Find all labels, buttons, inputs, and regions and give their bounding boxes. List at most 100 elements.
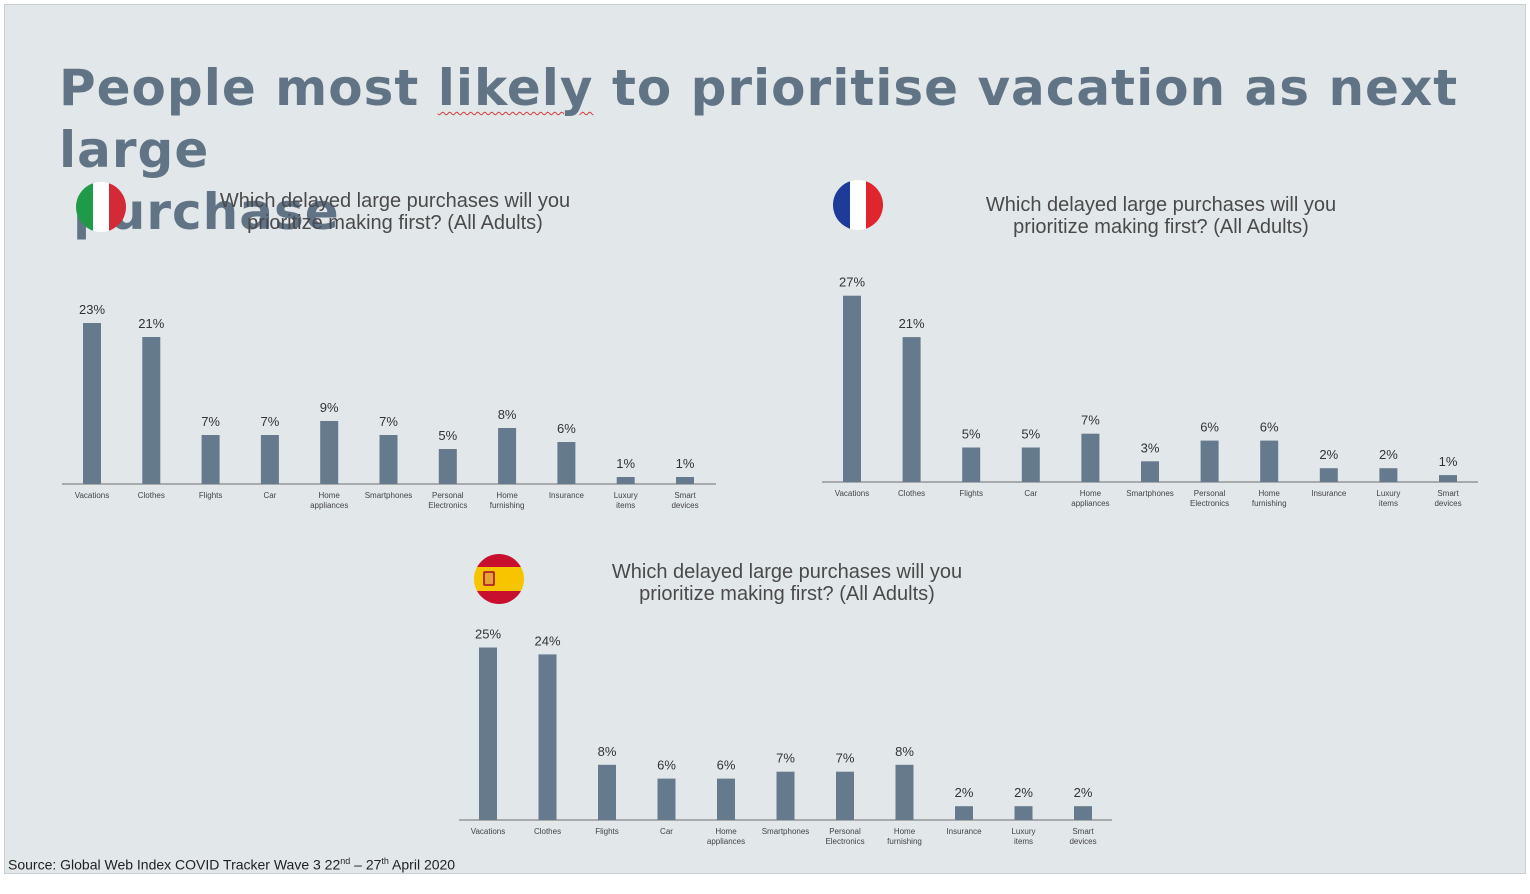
france-value-label-1: 27%	[839, 275, 865, 290]
france-bar-3	[962, 447, 981, 482]
spain-category-label-10-line-1: Luxury	[1011, 827, 1035, 836]
france-bar-10	[1379, 468, 1398, 482]
spain-bar-3	[598, 764, 616, 820]
italy-bar-11	[676, 477, 694, 484]
spain-value-label-11: 2%	[1074, 785, 1093, 800]
italy-category-label-5-line-1: Home	[319, 491, 341, 500]
france-bar-11	[1439, 475, 1457, 482]
italy-bar-10	[616, 477, 635, 484]
spain-value-label-1: 25%	[475, 627, 501, 642]
spain-value-label-8: 8%	[895, 744, 914, 759]
italy-bar-6	[379, 435, 398, 484]
italy-value-label-7: 5%	[438, 428, 457, 443]
france-bar-2	[902, 337, 921, 482]
france-value-label-11: 1%	[1439, 454, 1458, 469]
spain-category-label-7-line-1: Personal	[829, 827, 861, 836]
italy-category-label-7-line-1: Personal	[432, 491, 464, 500]
italy-bar-3	[201, 435, 220, 484]
spain-category-label-2: Clothes	[534, 827, 561, 836]
slide: People most likely to prioritise vacatio…	[4, 4, 1526, 874]
source-sup2: th	[381, 856, 389, 866]
spain-bar-2	[538, 654, 557, 820]
italy-value-label-10: 1%	[616, 456, 635, 471]
italy-bar-5	[320, 421, 339, 484]
source-prefix: Source: Global Web Index COVID Tracker W…	[8, 856, 341, 873]
france-value-label-8: 6%	[1260, 420, 1279, 435]
france-category-label-3: Flights	[959, 489, 983, 498]
france-category-label-6: Smartphones	[1126, 489, 1174, 498]
spain-category-label-7-line-2: Electronics	[825, 837, 864, 846]
spain-value-label-9: 2%	[955, 785, 974, 800]
france-value-label-7: 6%	[1200, 420, 1219, 435]
france-category-label-7-line-1: Personal	[1194, 489, 1226, 498]
italy-category-label-9: Insurance	[549, 491, 585, 500]
spain-bar-8	[895, 764, 914, 820]
italy-category-label-11-line-1: Smart	[674, 491, 696, 500]
italy-bar-9	[557, 442, 576, 484]
italy-category-label-3: Flights	[199, 491, 223, 500]
title-line1-post: to prioritise vacation as next large	[59, 59, 1459, 179]
spain-value-label-3: 8%	[598, 744, 617, 759]
france-value-label-10: 2%	[1379, 447, 1398, 462]
spain-bar-7	[836, 771, 854, 820]
spain-bar-11	[1074, 806, 1092, 820]
france-category-label-10-line-1: Luxury	[1376, 489, 1400, 498]
spain-bar-4	[657, 778, 676, 820]
france-category-label-11-line-2: devices	[1434, 499, 1461, 508]
france-value-label-5: 7%	[1081, 413, 1100, 428]
title-line1-mark: likely	[437, 59, 594, 117]
italy-value-label-3: 7%	[201, 414, 220, 429]
italy-bar-2	[142, 337, 161, 484]
france-category-label-4: Car	[1024, 489, 1037, 498]
spain-value-label-10: 2%	[1014, 785, 1033, 800]
spain-category-label-9: Insurance	[946, 827, 982, 836]
france-category-label-2: Clothes	[898, 489, 925, 498]
source-mid: – 27	[350, 856, 382, 873]
source-sup1: nd	[340, 856, 351, 866]
italy-bar-8	[498, 428, 517, 484]
italy-category-label-8-line-2: furnishing	[490, 501, 525, 510]
france-value-label-3: 5%	[962, 427, 981, 442]
spain-bar-6	[776, 771, 795, 820]
spain-category-label-1: Vacations	[471, 827, 506, 836]
italy-category-label-1: Vacations	[75, 491, 110, 500]
france-category-label-11-line-1: Smart	[1437, 489, 1459, 498]
source-suffix: April 2020	[388, 856, 456, 873]
spain-bar-10	[1014, 806, 1033, 820]
italy-category-label-7-line-2: Electronics	[428, 501, 467, 510]
spain-category-label-4: Car	[660, 827, 673, 836]
france-category-label-8-line-2: furnishing	[1252, 499, 1287, 508]
france-category-label-5-line-1: Home	[1080, 489, 1102, 498]
source-note: Source: Global Web Index COVID Tracker W…	[8, 856, 455, 873]
italy-category-label-4: Car	[263, 491, 276, 500]
spain-bar-1	[479, 647, 497, 820]
france-flag-icon	[833, 180, 883, 230]
france-category-label-7-line-2: Electronics	[1190, 499, 1229, 508]
france-value-label-6: 3%	[1141, 440, 1160, 455]
slide-title: People most likely to prioritise vacatio…	[59, 57, 1509, 243]
spain-value-label-5: 6%	[717, 758, 736, 773]
france-chart-title: Which delayed large purchases will you p…	[985, 194, 1337, 238]
spain-category-label-8-line-1: Home	[894, 827, 916, 836]
italy-value-label-6: 7%	[379, 414, 398, 429]
france-value-label-4: 5%	[1021, 427, 1040, 442]
france-bar-7	[1200, 440, 1219, 482]
spain-chart-title: Which delayed large purchases will you p…	[611, 561, 963, 605]
spain-value-label-7: 7%	[836, 751, 855, 766]
france-bar-1	[843, 295, 861, 482]
italy-bar-4	[260, 435, 279, 484]
spain-category-label-10-line-2: items	[1014, 837, 1033, 846]
italy-category-label-8-line-1: Home	[496, 491, 518, 500]
italy-value-label-4: 7%	[261, 414, 280, 429]
italy-category-label-10-line-1: Luxury	[614, 491, 638, 500]
spain-value-label-4: 6%	[657, 758, 676, 773]
france-category-label-8-line-1: Home	[1259, 489, 1281, 498]
spain-category-label-11-line-1: Smart	[1072, 827, 1094, 836]
italy-value-label-9: 6%	[557, 421, 576, 436]
spain-category-label-3: Flights	[595, 827, 619, 836]
france-category-label-10-line-2: items	[1379, 499, 1398, 508]
italy-bar-1	[83, 323, 101, 484]
france-bar-4	[1021, 447, 1040, 482]
